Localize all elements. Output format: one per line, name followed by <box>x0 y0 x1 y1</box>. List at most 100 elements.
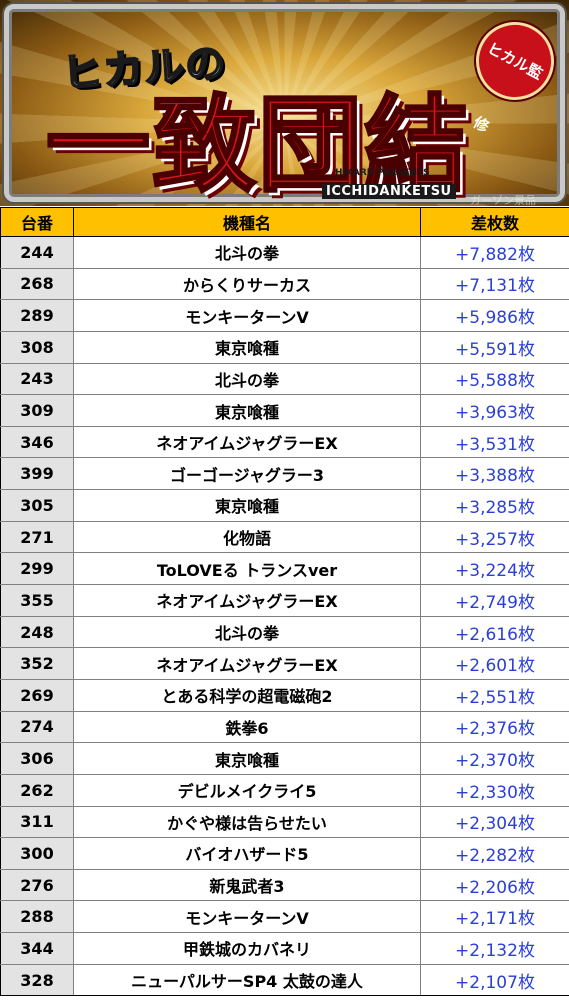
table-row: 243 北斗の拳 +5,588枚 <box>0 362 569 396</box>
machine-number-cell: 305 <box>0 489 74 522</box>
coin-difference-cell: +3,531枚 <box>420 425 569 459</box>
coin-difference-cell: +2,601枚 <box>420 647 569 680</box>
table-row: 276 新鬼武者3 +2,206枚 <box>0 868 569 902</box>
machine-number-cell: 308 <box>0 330 74 364</box>
coin-difference-cell: +2,551枚 <box>420 678 569 712</box>
machine-name-cell: 新鬼武者3 <box>73 868 421 902</box>
table-row: 352 ネオアイムジャグラーEX +2,601枚 <box>0 647 569 680</box>
table-row: 271 化物語 +3,257枚 <box>0 520 569 554</box>
table-row: 306 東京喰種 +2,370枚 <box>0 742 569 775</box>
coin-difference-cell: +2,616枚 <box>420 615 569 649</box>
coin-difference-cell: +3,285枚 <box>420 489 569 522</box>
machine-number-cell: 352 <box>0 647 74 680</box>
machine-number-cell: 268 <box>0 267 74 301</box>
machine-name-cell: ネオアイムジャグラーEX <box>73 425 421 459</box>
coin-difference-cell: +2,206枚 <box>420 868 569 902</box>
coin-difference-cell: +3,388枚 <box>420 457 569 491</box>
table-row: 274 鉄拳6 +2,376枚 <box>0 710 569 744</box>
table-row: 248 北斗の拳 +2,616枚 <box>0 615 569 649</box>
coin-difference-cell: +5,986枚 <box>420 299 569 332</box>
machine-name-cell: バイオハザード5 <box>73 837 421 870</box>
coin-difference-cell: +2,370枚 <box>420 742 569 775</box>
banner-english-title: ICCHIDANKETSU <box>322 184 456 199</box>
machine-number-cell: 309 <box>0 394 74 427</box>
machine-name-cell: とある科学の超電磁砲2 <box>73 678 421 712</box>
table-row: 262 デビルメイクライ5 +2,330枚 <box>0 773 569 807</box>
machine-name-cell: デビルメイクライ5 <box>73 773 421 807</box>
banner-presents-text: HIKARU PRESENTS <box>335 168 430 178</box>
machine-name-cell: モンキーターンV <box>73 900 421 934</box>
coin-difference-cell: +2,171枚 <box>420 900 569 934</box>
coin-difference-cell: +3,963枚 <box>420 394 569 427</box>
machine-number-cell: 355 <box>0 584 74 617</box>
table-body: 244 北斗の拳 +7,882枚 268 からくりサーカス +7,131枚 289 モンキータ… <box>0 236 569 997</box>
table-row: 299 ToLOVEる トランスver +3,224枚 <box>0 552 569 586</box>
coin-difference-cell: +3,224枚 <box>420 552 569 586</box>
machine-number-cell: 300 <box>0 837 74 870</box>
coin-difference-cell: +2,282枚 <box>420 837 569 870</box>
machine-number-cell: 248 <box>0 615 74 649</box>
header-machine-name: 機種名 <box>73 207 421 237</box>
table-row: 355 ネオアイムジャグラーEX +2,749枚 <box>0 584 569 617</box>
machine-number-cell: 269 <box>0 678 74 712</box>
machine-number-cell: 243 <box>0 362 74 396</box>
table-row: 308 東京喰種 +5,591枚 <box>0 330 569 364</box>
machine-name-cell: ネオアイムジャグラーEX <box>73 647 421 680</box>
machine-number-cell: 288 <box>0 900 74 934</box>
table-row: 244 北斗の拳 +7,882枚 <box>0 236 569 269</box>
machine-number-cell: 399 <box>0 457 74 491</box>
table-row: 268 からくりサーカス +7,131枚 <box>0 267 569 301</box>
results-table: 台番 機種名 差枚数 244 北斗の拳 +7,882枚 268 からくりサーカス +7,1… <box>0 207 569 997</box>
table-row: 346 ネオアイムジャグラーEX +3,531枚 <box>0 425 569 459</box>
machine-number-cell: 311 <box>0 805 74 839</box>
banner-rays <box>0 0 569 206</box>
machine-name-cell: かぐや様は告らせたい <box>73 805 421 839</box>
machine-name-cell: ニューパルサーSP4 太鼓の達人 <box>73 963 421 997</box>
machine-number-cell: 299 <box>0 552 74 586</box>
machine-number-cell: 328 <box>0 963 74 997</box>
table-row: 288 モンキーターンV +2,171枚 <box>0 900 569 934</box>
machine-number-cell: 346 <box>0 425 74 459</box>
coin-difference-cell: +5,591枚 <box>420 330 569 364</box>
table-row: 309 東京喰種 +3,963枚 <box>0 394 569 427</box>
coin-difference-cell: +2,304枚 <box>420 805 569 839</box>
machine-number-cell: 244 <box>0 236 74 269</box>
machine-name-cell: 北斗の拳 <box>73 615 421 649</box>
machine-name-cell: 北斗の拳 <box>73 362 421 396</box>
machine-name-cell: 北斗の拳 <box>73 236 421 269</box>
machine-number-cell: 306 <box>0 742 74 775</box>
coin-difference-cell: +2,749枚 <box>420 584 569 617</box>
header-coin-difference: 差枚数 <box>420 207 569 237</box>
table-row: 344 甲鉄城のカバネリ +2,132枚 <box>0 932 569 965</box>
coin-difference-cell: +7,882枚 <box>420 236 569 269</box>
machine-name-cell: ToLOVEる トランスver <box>73 552 421 586</box>
machine-number-cell: 344 <box>0 932 74 965</box>
table-row: 328 ニューパルサーSP4 太鼓の達人 +2,107枚 <box>0 963 569 997</box>
table-row: 399 ゴーゴージャグラー3 +3,388枚 <box>0 457 569 491</box>
machine-number-cell: 289 <box>0 299 74 332</box>
coin-difference-cell: +2,330枚 <box>420 773 569 807</box>
banner-watermark: ガーゾン景品 <box>470 194 536 206</box>
machine-name-cell: 化物語 <box>73 520 421 554</box>
table-row: 269 とある科学の超電磁砲2 +2,551枚 <box>0 678 569 712</box>
machine-name-cell: 東京喰種 <box>73 330 421 364</box>
table-row: 305 東京喰種 +3,285枚 <box>0 489 569 522</box>
table-row: 289 モンキーターンV +5,986枚 <box>0 299 569 332</box>
header-machine-number: 台番 <box>0 207 74 237</box>
machine-name-cell: 鉄拳6 <box>73 710 421 744</box>
machine-name-cell: 東京喰種 <box>73 742 421 775</box>
machine-name-cell: からくりサーカス <box>73 267 421 301</box>
table-row: 311 かぐや様は告らせたい +2,304枚 <box>0 805 569 839</box>
coin-difference-cell: +2,107枚 <box>420 963 569 997</box>
coin-difference-cell: +7,131枚 <box>420 267 569 301</box>
machine-name-cell: 東京喰種 <box>73 394 421 427</box>
coin-difference-cell: +3,257枚 <box>420 520 569 554</box>
machine-name-cell: 東京喰種 <box>73 489 421 522</box>
machine-number-cell: 276 <box>0 868 74 902</box>
machine-name-cell: ゴーゴージャグラー3 <box>73 457 421 491</box>
machine-name-cell: モンキーターンV <box>73 299 421 332</box>
event-banner: ヒカルの 一致団結 ヒカル監修 HIKARU PRESENTS ICCHIDAN… <box>0 0 569 206</box>
machine-number-cell: 274 <box>0 710 74 744</box>
table-row: 300 バイオハザード5 +2,282枚 <box>0 837 569 870</box>
machine-name-cell: 甲鉄城のカバネリ <box>73 932 421 965</box>
